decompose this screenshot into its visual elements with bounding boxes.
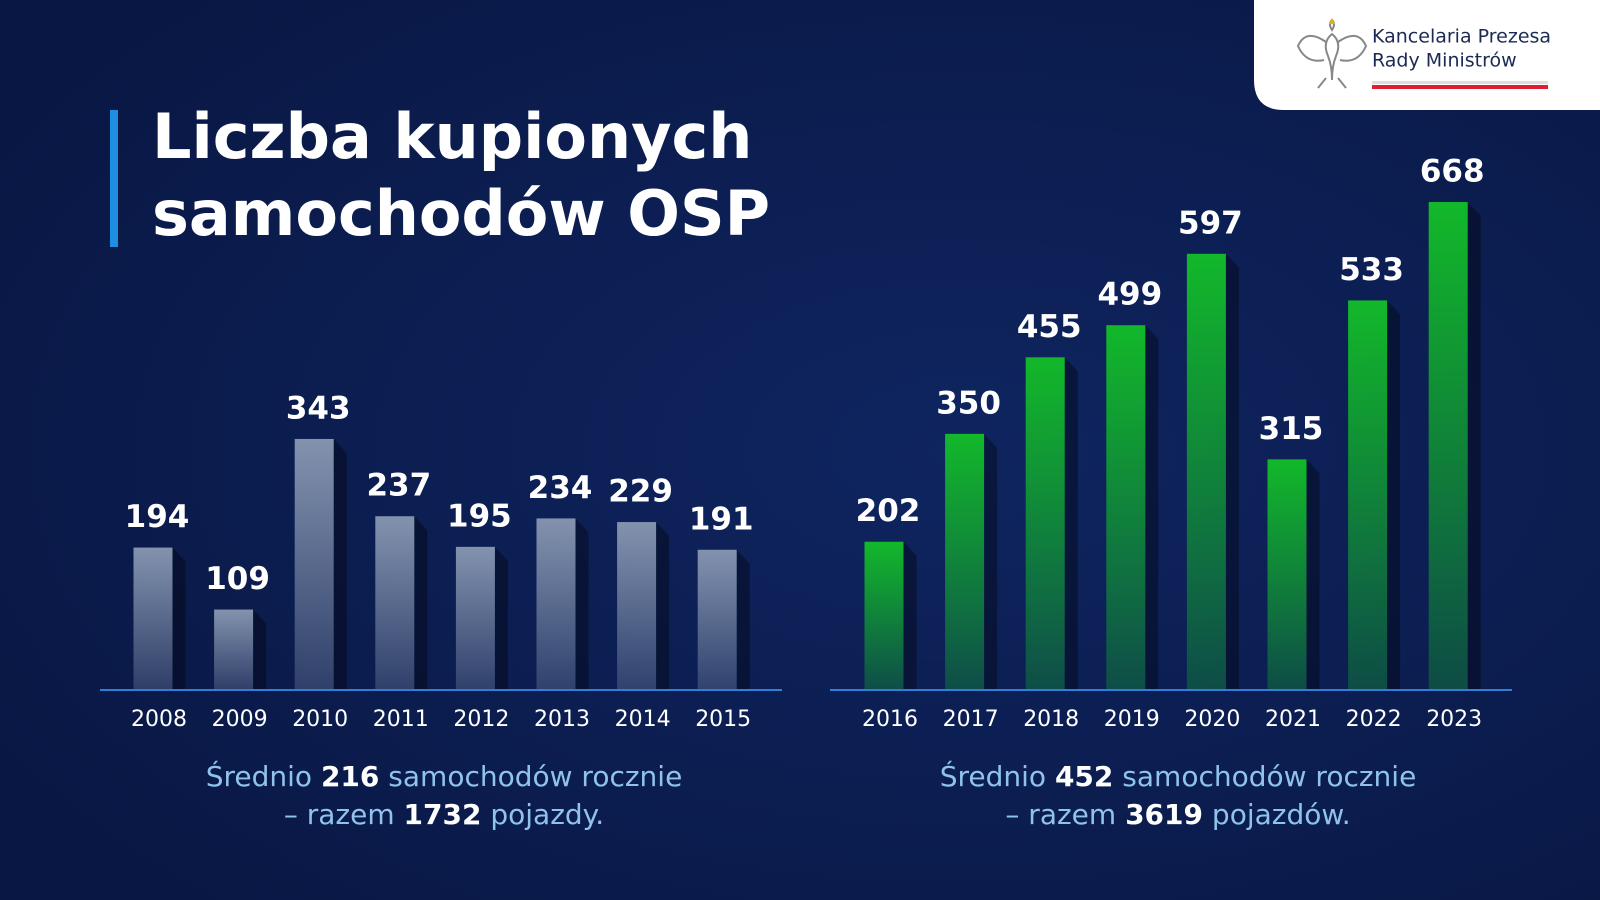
summary-part: pojazdów. bbox=[1203, 798, 1351, 831]
summary-part: samochodów rocznie bbox=[379, 760, 682, 793]
value-label: 237 bbox=[366, 468, 431, 504]
bar bbox=[133, 547, 173, 689]
summary-line: – razem 1732 pojazdy. bbox=[284, 798, 604, 831]
bar bbox=[864, 541, 904, 689]
x-tick-label: 2014 bbox=[615, 707, 671, 732]
bar-side bbox=[253, 609, 267, 689]
bar bbox=[1348, 300, 1388, 689]
x-tick-label: 2023 bbox=[1426, 707, 1482, 732]
bar bbox=[1267, 459, 1307, 689]
bar-side bbox=[903, 541, 917, 689]
bar-side bbox=[984, 433, 998, 689]
summary-part: 216 bbox=[321, 760, 379, 793]
title-line: samochodów OSP bbox=[152, 177, 770, 250]
bar-side bbox=[736, 549, 750, 689]
bar bbox=[294, 438, 334, 689]
value-label: 343 bbox=[286, 390, 351, 426]
summary-part: samochodów rocznie bbox=[1113, 760, 1416, 793]
title-line: Liczba kupionych bbox=[152, 100, 752, 173]
x-tick-label: 2011 bbox=[373, 707, 429, 732]
bar-side bbox=[656, 522, 670, 689]
flag-white bbox=[1372, 81, 1548, 84]
bar bbox=[214, 609, 254, 689]
bar bbox=[945, 433, 985, 689]
value-label: 195 bbox=[447, 498, 512, 534]
bar bbox=[1106, 325, 1146, 689]
x-tick-label: 2010 bbox=[292, 707, 348, 732]
bar bbox=[536, 518, 576, 689]
summary-part: pojazdy. bbox=[481, 798, 604, 831]
summary-line: Średnio 216 samochodów rocznie bbox=[206, 759, 683, 793]
bar bbox=[697, 549, 737, 689]
x-tick-label: 2016 bbox=[862, 707, 918, 732]
value-label: 109 bbox=[205, 561, 270, 597]
flag-red bbox=[1372, 85, 1548, 89]
value-label: 533 bbox=[1339, 252, 1404, 288]
value-label: 455 bbox=[1017, 309, 1082, 345]
bar-side bbox=[494, 546, 508, 689]
value-label: 234 bbox=[528, 470, 593, 506]
value-label: 194 bbox=[125, 499, 190, 535]
bar-side bbox=[1225, 253, 1239, 690]
bar-side bbox=[1467, 202, 1481, 689]
value-label: 191 bbox=[689, 501, 754, 537]
bar bbox=[375, 516, 415, 689]
value-label: 668 bbox=[1420, 154, 1485, 190]
x-tick-label: 2019 bbox=[1104, 707, 1160, 732]
bar-side bbox=[414, 516, 428, 689]
summary-part: 3619 bbox=[1125, 798, 1203, 831]
x-tick-label: 2020 bbox=[1184, 707, 1240, 732]
x-tick-label: 2012 bbox=[453, 707, 509, 732]
summary-line: Średnio 452 samochodów rocznie bbox=[940, 759, 1417, 793]
bar-side bbox=[1145, 325, 1159, 689]
summary-line: – razem 3619 pojazdów. bbox=[1005, 798, 1350, 831]
x-tick-label: 2013 bbox=[534, 707, 590, 732]
value-label: 315 bbox=[1259, 411, 1324, 447]
x-tick-label: 2009 bbox=[212, 707, 268, 732]
x-tick-label: 2015 bbox=[695, 707, 751, 732]
bar bbox=[1186, 253, 1226, 690]
value-label: 229 bbox=[608, 474, 673, 510]
bar-side bbox=[575, 518, 589, 689]
summary-part: – razem bbox=[284, 798, 404, 831]
crown bbox=[1329, 18, 1335, 24]
bar bbox=[1025, 357, 1065, 689]
summary-part: Średnio bbox=[940, 759, 1055, 793]
logo: Kancelaria Prezesa Rady Ministrów bbox=[1254, 0, 1600, 110]
summary-part: 452 bbox=[1055, 760, 1113, 793]
summary-part: – razem bbox=[1005, 798, 1125, 831]
x-tick-label: 2017 bbox=[943, 707, 999, 732]
bar-side bbox=[1306, 459, 1320, 689]
value-label: 202 bbox=[856, 493, 921, 529]
bar-side bbox=[1064, 357, 1078, 689]
logo-text: Kancelaria Prezesa bbox=[1372, 26, 1551, 48]
bar bbox=[1428, 202, 1468, 689]
bar bbox=[617, 522, 657, 689]
bar-side bbox=[172, 547, 186, 689]
value-label: 597 bbox=[1178, 205, 1243, 241]
value-label: 350 bbox=[936, 385, 1001, 421]
summary-part: Średnio bbox=[206, 759, 321, 793]
bar bbox=[455, 546, 495, 689]
x-tick-label: 2021 bbox=[1265, 707, 1321, 732]
logo-text: Rady Ministrów bbox=[1372, 50, 1517, 72]
x-tick-label: 2022 bbox=[1346, 707, 1402, 732]
title-accent bbox=[110, 110, 118, 247]
bar-side bbox=[1387, 300, 1401, 689]
value-label: 499 bbox=[1097, 277, 1162, 313]
bar-side bbox=[333, 438, 347, 689]
x-tick-label: 2008 bbox=[131, 707, 187, 732]
summary-part: 1732 bbox=[404, 798, 482, 831]
x-tick-label: 2018 bbox=[1023, 707, 1079, 732]
